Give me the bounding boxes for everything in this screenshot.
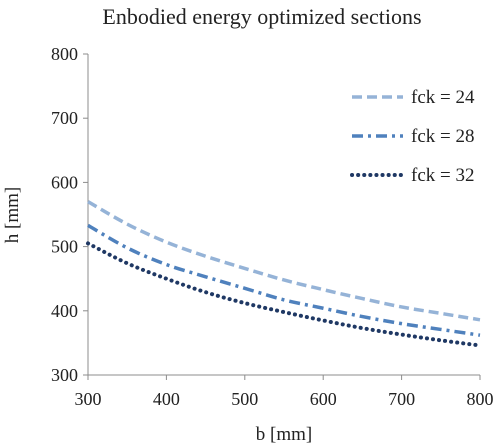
x-axis-label: b [mm] [256,424,312,445]
y-tick-label: 800 [51,44,78,64]
x-tick-label: 600 [310,389,337,409]
legend-label-3: fck = 32 [411,165,474,186]
y-tick-label: 400 [51,301,78,321]
y-tick-label: 500 [51,237,78,257]
chart-title: Enbodied energy optimized sections [102,4,421,29]
y-tick-label: 700 [51,108,78,128]
y-tick-label: 300 [51,365,78,385]
series-line-2 [87,223,481,337]
y-tick-label: 600 [51,172,78,192]
legend: fck = 24 fck = 28 fck = 32 [350,87,475,186]
x-tick-label: 700 [388,389,415,409]
series-line-1 [87,200,481,322]
legend-label-2: fck = 28 [411,126,474,147]
x-tick-label: 300 [75,389,102,409]
y-axis-label: h [mm] [2,187,23,243]
axes: 300 400 500 600 700 800 300 400 500 600 700 800 [51,44,494,409]
x-tick-label: 500 [231,389,258,409]
legend-label-1: fck = 24 [411,87,475,108]
x-tick-label: 400 [153,389,180,409]
series-layer [86,200,482,348]
series-line-3 [86,241,482,348]
x-tick-label: 800 [467,389,494,409]
